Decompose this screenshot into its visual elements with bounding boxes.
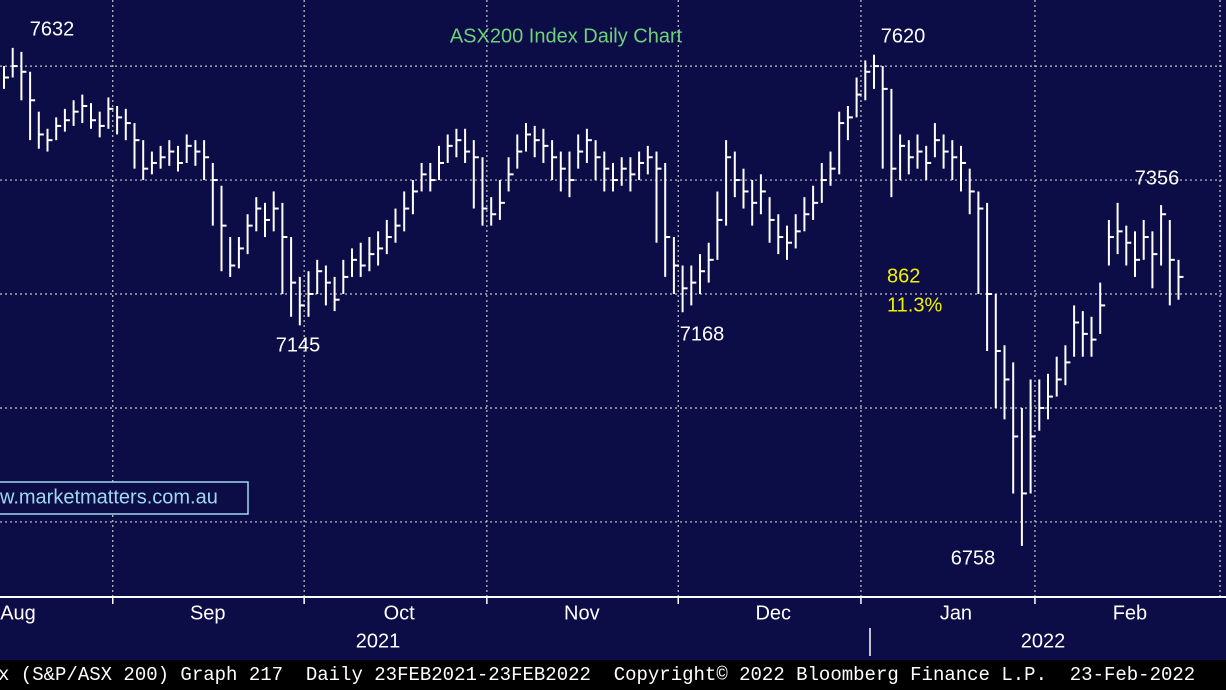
x-tick-label: Nov: [564, 602, 600, 624]
watermark-box: [0, 481, 249, 515]
footer-background: [0, 660, 1226, 690]
annotation: 6758: [951, 547, 996, 569]
x-tick-label: Feb: [1113, 602, 1147, 624]
x-tick-label: Oct: [384, 602, 416, 624]
x-tick-label: Dec: [755, 602, 791, 624]
annotation: 7356: [1135, 167, 1180, 189]
plot-background: [0, 0, 1226, 660]
annotation: 7632: [30, 18, 75, 40]
year-label: 2022: [1021, 630, 1066, 652]
move-percent: 11.3%: [887, 294, 942, 316]
bars: [3, 47, 1184, 546]
annotation: 7620: [881, 25, 926, 47]
footer: x (S&P/ASX 200) Graph 217 Daily 23FEB202…: [0, 664, 1195, 686]
chart-title: ASX200 Index Daily Chart: [450, 25, 683, 47]
move-points: 862: [887, 265, 920, 287]
annotation: 7145: [276, 334, 321, 356]
annotation: 7168: [680, 323, 725, 345]
x-tick-label: Sep: [190, 602, 226, 624]
watermark: w.marketmatters.com.au: [0, 486, 218, 508]
x-tick-label: Jan: [940, 602, 972, 624]
grid: [0, 0, 1222, 597]
x-tick-label: Aug: [0, 602, 36, 624]
year-label: 2021: [356, 630, 401, 652]
